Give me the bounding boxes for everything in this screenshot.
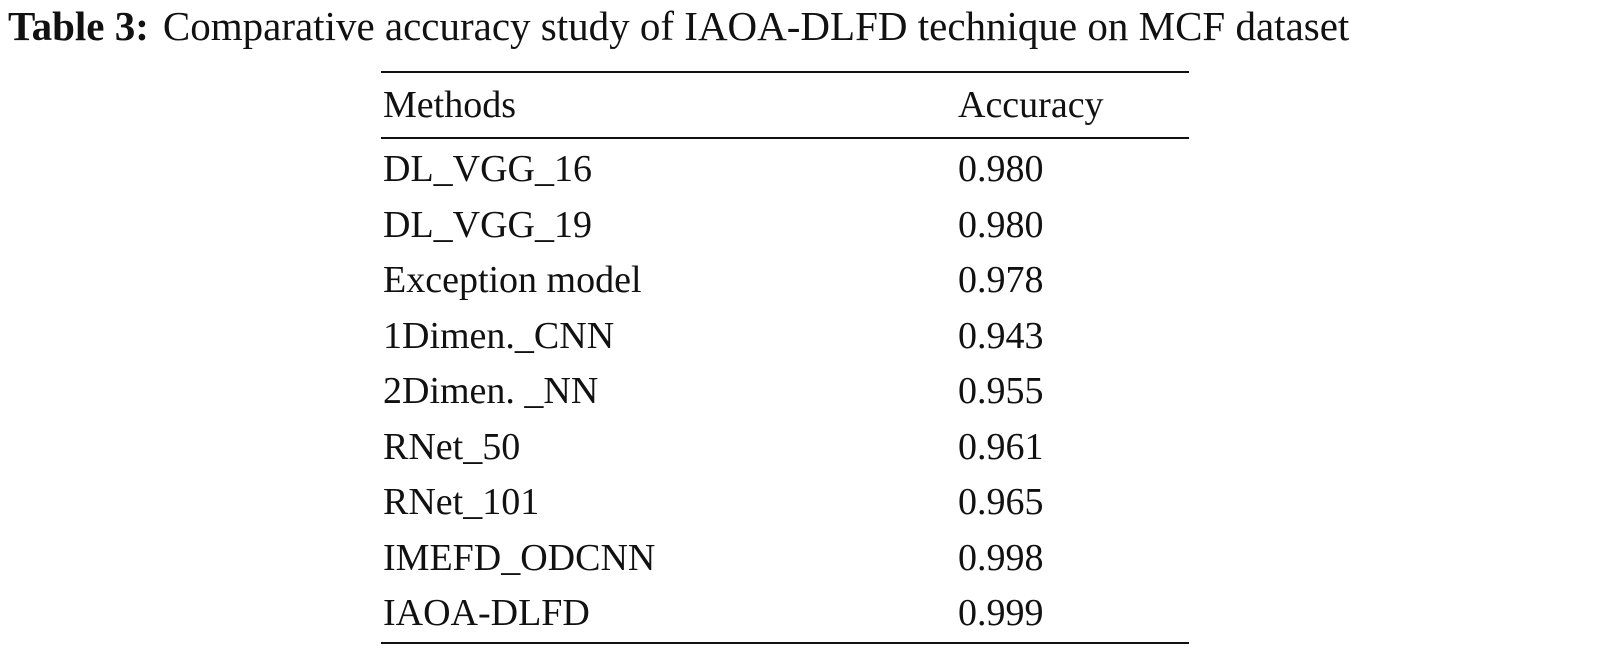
row-accuracy: 0.980 — [958, 203, 1044, 246]
table-row: RNet_50 0.961 — [381, 420, 1189, 476]
row-accuracy: 0.943 — [958, 314, 1044, 357]
table-caption-text: Comparative accuracy study of IAOA-DLFD … — [162, 3, 1350, 49]
row-method: IAOA-DLFD — [383, 592, 590, 634]
header-methods: Methods — [383, 84, 516, 126]
row-method: DL_VGG_19 — [383, 203, 592, 246]
table-caption-label: Table 3: — [8, 3, 149, 49]
row-method: 2Dimen. _NN — [383, 370, 599, 412]
table-row: 2Dimen. _NN 0.955 — [381, 364, 1189, 420]
row-method: RNet_50 — [383, 425, 521, 468]
row-accuracy: 0.965 — [958, 481, 1044, 523]
table-caption: Table 3: Comparative accuracy study of IA… — [8, 0, 1604, 52]
header-rule — [381, 137, 1189, 139]
row-accuracy: 0.999 — [958, 592, 1044, 634]
table-body: DL_VGG_16 0.980 DL_VGG_19 0.980 Exceptio… — [381, 139, 1189, 642]
top-rule — [381, 71, 1189, 73]
row-method: 1Dimen._CNN — [383, 314, 615, 357]
table-header-row: Methods Accuracy — [381, 73, 1189, 137]
table-row: DL_VGG_19 0.980 — [381, 198, 1189, 254]
table-row: RNet_101 0.965 — [381, 475, 1189, 531]
table-row: Exception model 0.978 — [381, 253, 1189, 309]
row-method: DL_VGG_16 — [383, 148, 592, 190]
row-method: RNet_101 — [383, 481, 540, 523]
bottom-rule — [381, 641, 1189, 644]
row-method: IMEFD_ODCNN — [383, 536, 656, 579]
table-row: 1Dimen._CNN 0.943 — [381, 309, 1189, 365]
row-accuracy: 0.980 — [958, 148, 1044, 190]
table-row: DL_VGG_16 0.980 — [381, 142, 1189, 198]
row-method: Exception model — [383, 259, 642, 301]
accuracy-table: Methods Accuracy DL_VGG_16 0.980 DL_VGG_… — [381, 71, 1189, 644]
row-accuracy: 0.998 — [958, 536, 1044, 579]
table-row: IMEFD_ODCNN 0.998 — [381, 531, 1189, 587]
row-accuracy: 0.955 — [958, 370, 1044, 412]
table-row: IAOA-DLFD 0.999 — [381, 586, 1189, 642]
header-accuracy: Accuracy — [958, 84, 1104, 126]
row-accuracy: 0.961 — [958, 425, 1044, 468]
row-accuracy: 0.978 — [958, 259, 1044, 301]
